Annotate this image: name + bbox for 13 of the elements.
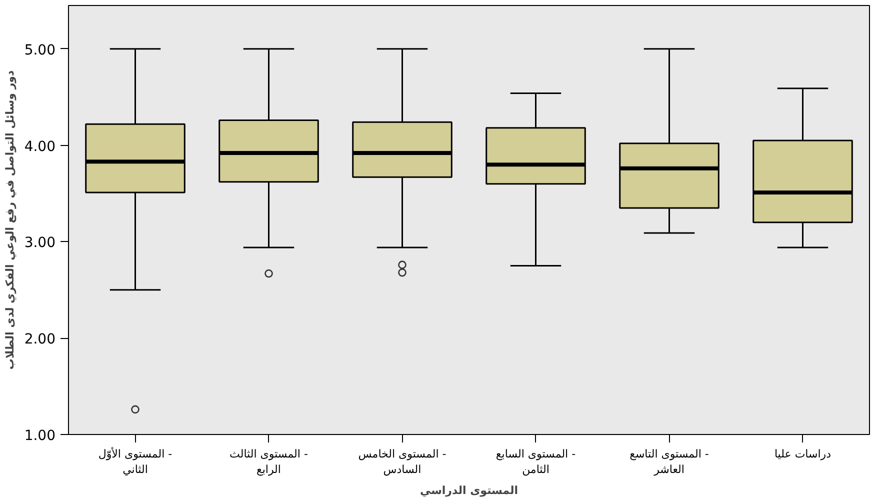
y-tick-label: 4.00 bbox=[24, 138, 56, 155]
y-tick-label: 1.00 bbox=[24, 428, 56, 444]
x-tick-label: دراسات عليا bbox=[774, 448, 832, 460]
x-tick-label: المستوى السابع - الثامن bbox=[496, 448, 576, 476]
y-axis-title: دور وسائل التواصل في رفع الوعي الفكري لدى الطلاب bbox=[3, 70, 16, 370]
y-tick-label: 5.00 bbox=[24, 42, 56, 58]
x-tick-label: المستوى الخامس - السادس bbox=[358, 448, 446, 476]
x-tick-label: المستوى الأوّل - الثاني bbox=[98, 446, 172, 476]
y-tick-label: 2.00 bbox=[24, 332, 56, 348]
y-tick-label: 3.00 bbox=[24, 235, 56, 252]
x-tick-label: المستوى الثالث - الرابع bbox=[230, 448, 308, 476]
x-tick-label: المستوى التاسع - العاشر bbox=[630, 448, 709, 476]
x-axis-title: المستوى الدراسي bbox=[420, 484, 518, 498]
